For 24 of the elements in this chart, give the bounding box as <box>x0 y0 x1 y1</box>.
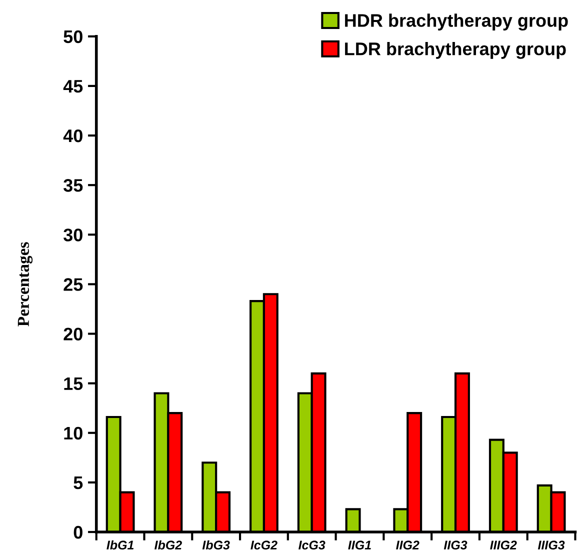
x-tick-label: IcG2 <box>250 540 278 550</box>
x-tick-label: IbG3 <box>202 540 230 550</box>
y-tick-label: 15 <box>64 377 83 390</box>
x-tick-label: IIG1 <box>348 540 371 550</box>
y-axis-title: Percentages <box>18 242 33 326</box>
x-tick-label: IIG3 <box>444 540 468 550</box>
x-tick-label: IbG1 <box>106 540 134 550</box>
y-tick-label: 10 <box>64 426 82 440</box>
x-tick-label: IIG2 <box>396 540 420 550</box>
y-tick-label: 30 <box>64 228 82 242</box>
y-tick-label: 50 <box>64 30 82 44</box>
x-tick-label: IcG3 <box>298 540 326 550</box>
legend-label: LDR brachytherapy group <box>345 42 566 59</box>
x-tick-label: IbG2 <box>154 540 182 550</box>
y-tick-label: 20 <box>64 328 82 340</box>
y-tick-label: 40 <box>63 129 82 142</box>
legend-label: HDR brachytherapy group <box>345 14 568 31</box>
x-tick-label: IIIG2 <box>490 540 517 550</box>
y-tick-label: 25 <box>64 278 83 291</box>
x-tick-label: IIIG3 <box>538 540 565 550</box>
y-tick-label: 5 <box>74 476 83 490</box>
y-tick-label: 45 <box>63 80 83 93</box>
y-tick-label: 0 <box>74 526 82 539</box>
y-tick-label: 35 <box>64 179 83 192</box>
